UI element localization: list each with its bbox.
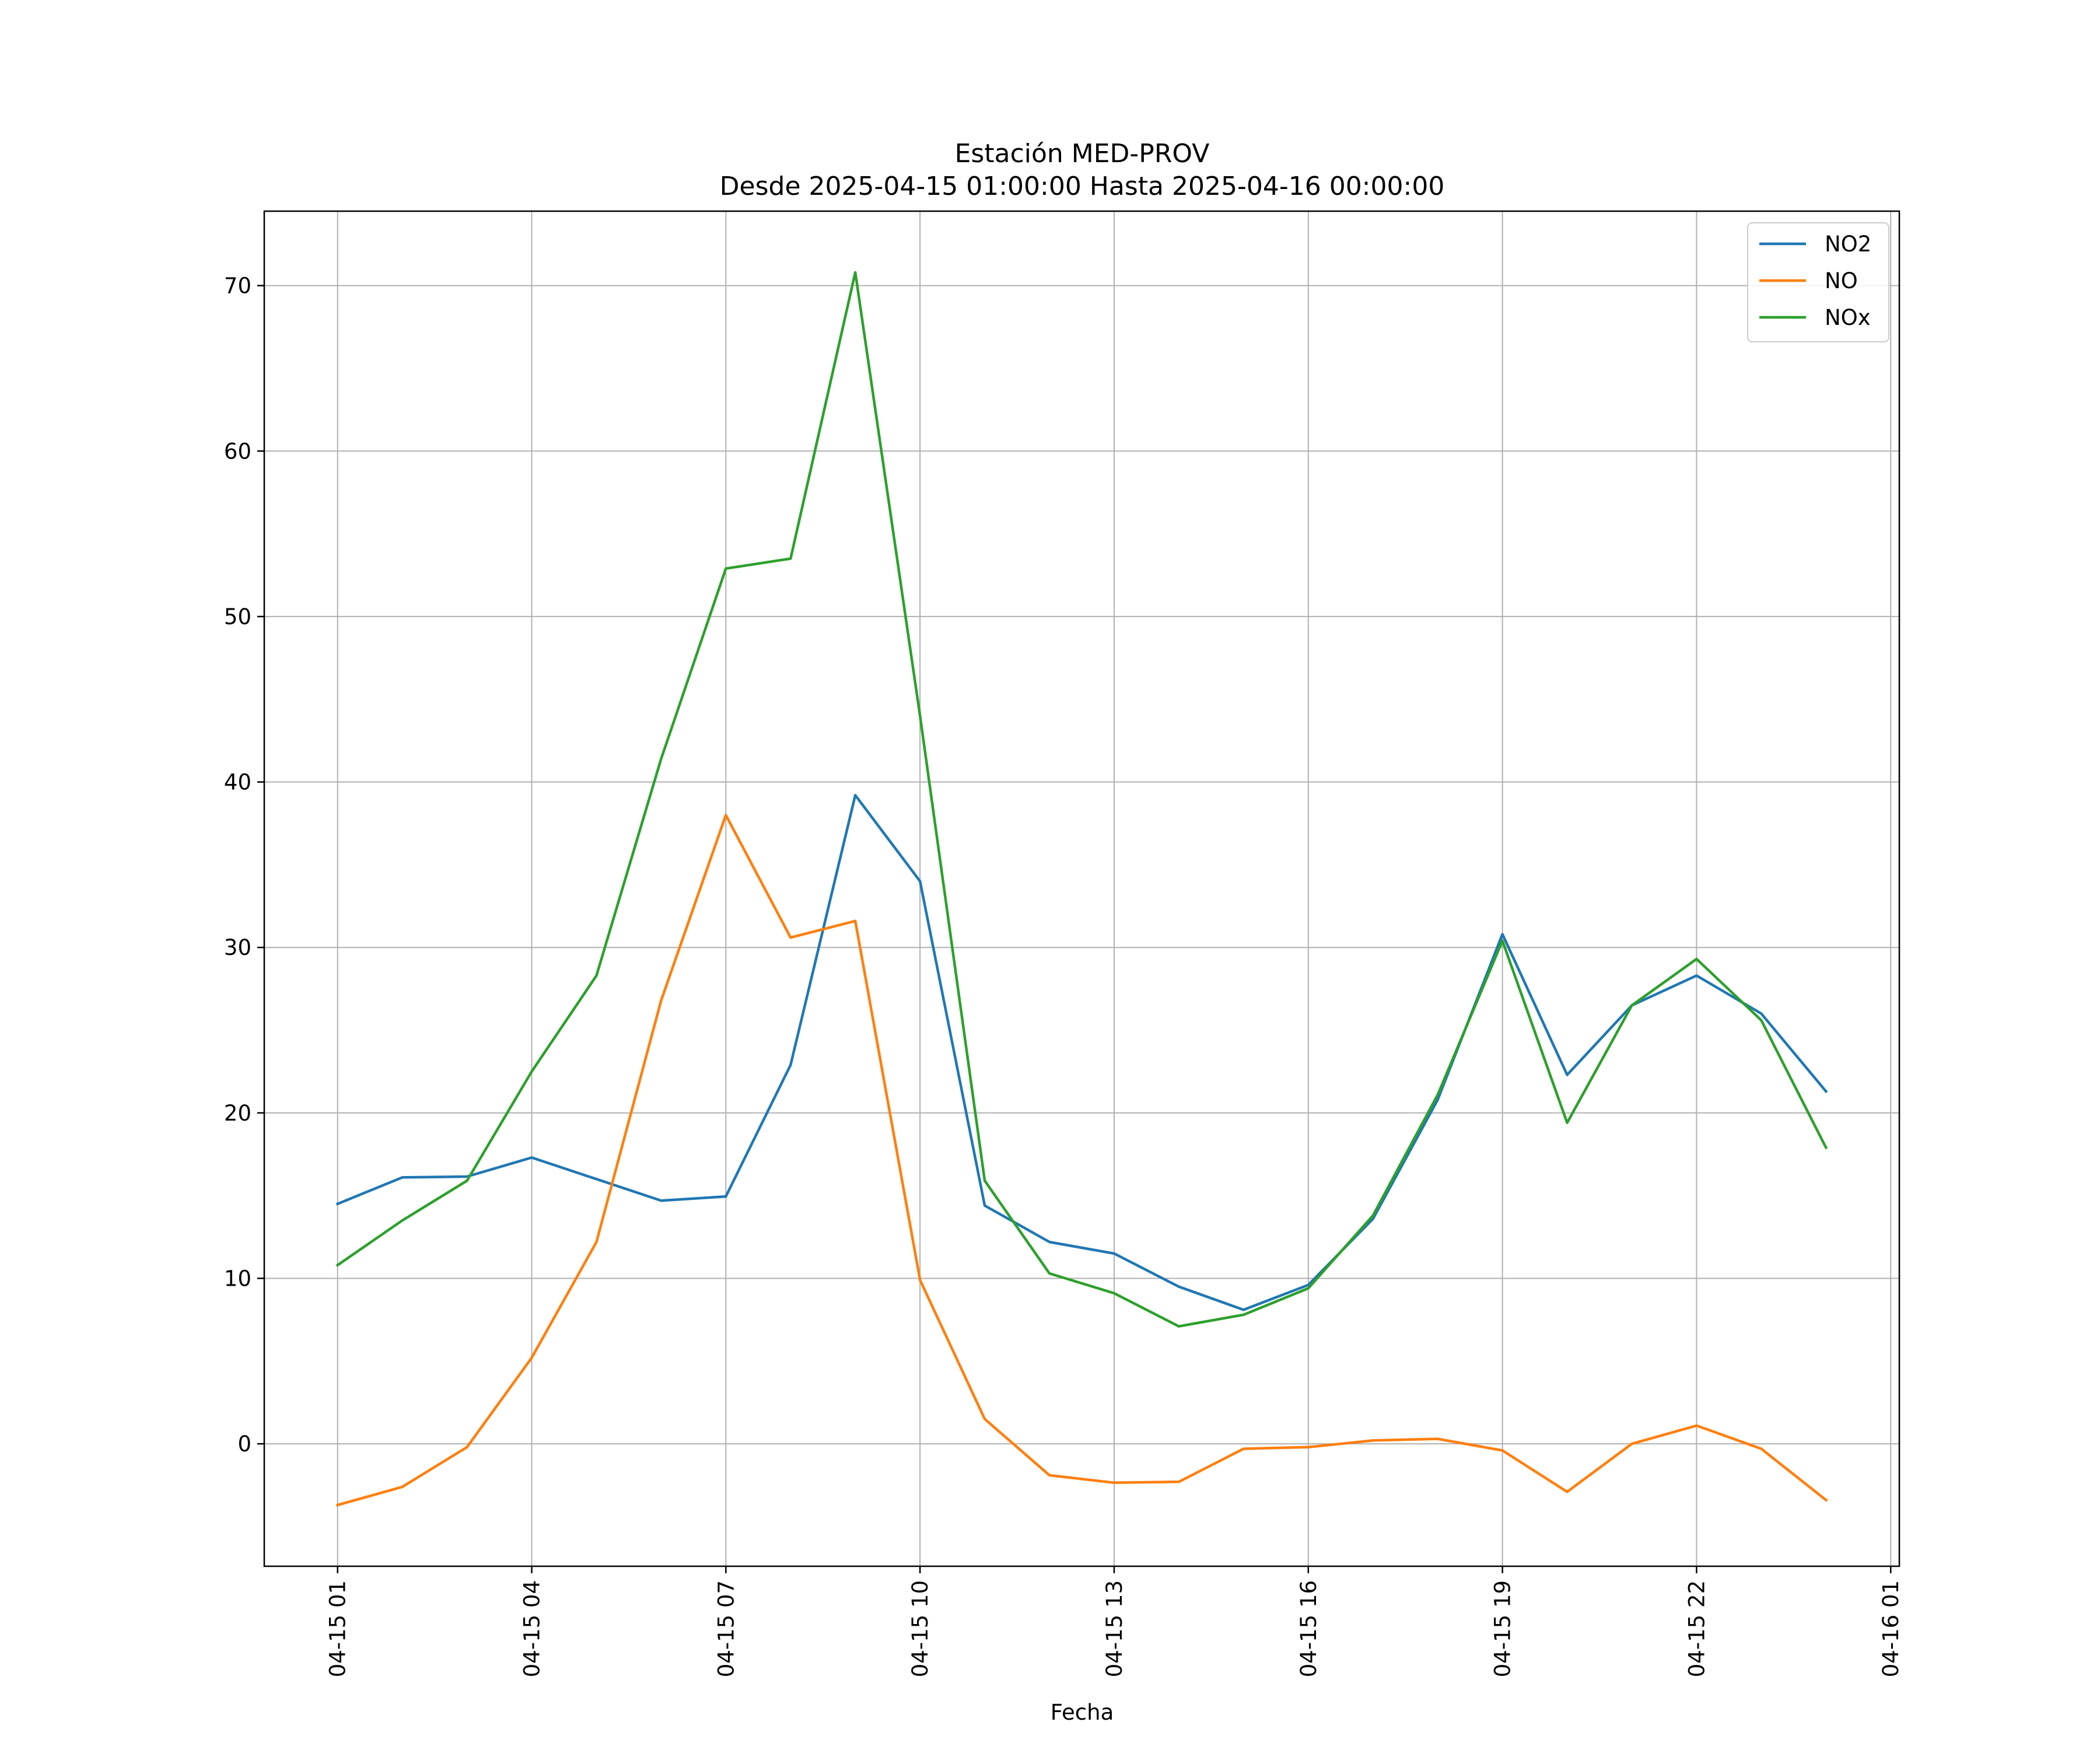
- legend-label-no: NO: [1825, 268, 1858, 293]
- x-tick-label: 04-15 07: [713, 1580, 738, 1677]
- x-axis-ticks: 04-15 01 04-15 04 04-15 07 04-15 10 04-15 13…: [326, 1566, 1903, 1677]
- series-lines: [335, 271, 1828, 1507]
- x-axis-label: Fecha: [1051, 1700, 1114, 1725]
- grid-lines: [264, 211, 1899, 1566]
- series-line-no2: [335, 793, 1828, 1311]
- y-tick-label: 20: [224, 1101, 251, 1126]
- series-line-no: [335, 814, 1828, 1507]
- chart-subtitle: Desde 2025-04-15 01:00:00 Hasta 2025-04-…: [720, 172, 1445, 201]
- y-tick-label: 70: [224, 274, 251, 299]
- x-tick-label: 04-15 10: [908, 1580, 933, 1677]
- legend: NO2 NO NOx: [1747, 222, 1889, 342]
- x-tick-label: 04-15 01: [326, 1580, 351, 1677]
- x-tick-label: 04-15 13: [1102, 1580, 1127, 1677]
- legend-box: [1747, 222, 1889, 342]
- y-tick-label: 10: [224, 1266, 251, 1291]
- x-tick-label: 04-15 19: [1490, 1580, 1516, 1677]
- x-tick-label: 04-15 16: [1296, 1580, 1321, 1677]
- chart-title: Estación MED-PROV: [955, 139, 1210, 169]
- series-line-nox: [335, 271, 1828, 1328]
- legend-label-nox: NOx: [1825, 305, 1871, 330]
- plot-frame: [263, 210, 1901, 1567]
- y-tick-label: 0: [237, 1432, 251, 1457]
- x-tick-label: 04-16 01: [1878, 1580, 1903, 1677]
- y-tick-label: 60: [224, 439, 251, 464]
- y-tick-label: 30: [224, 935, 251, 960]
- legend-label-no2: NO2: [1825, 232, 1871, 257]
- x-tick-label: 04-15 04: [520, 1580, 545, 1677]
- y-tick-label: 40: [224, 770, 251, 795]
- y-tick-label: 50: [224, 604, 251, 629]
- y-axis-ticks: 0 10 20 30 40 50 60 70: [224, 274, 264, 1457]
- x-tick-label: 04-15 22: [1684, 1580, 1709, 1677]
